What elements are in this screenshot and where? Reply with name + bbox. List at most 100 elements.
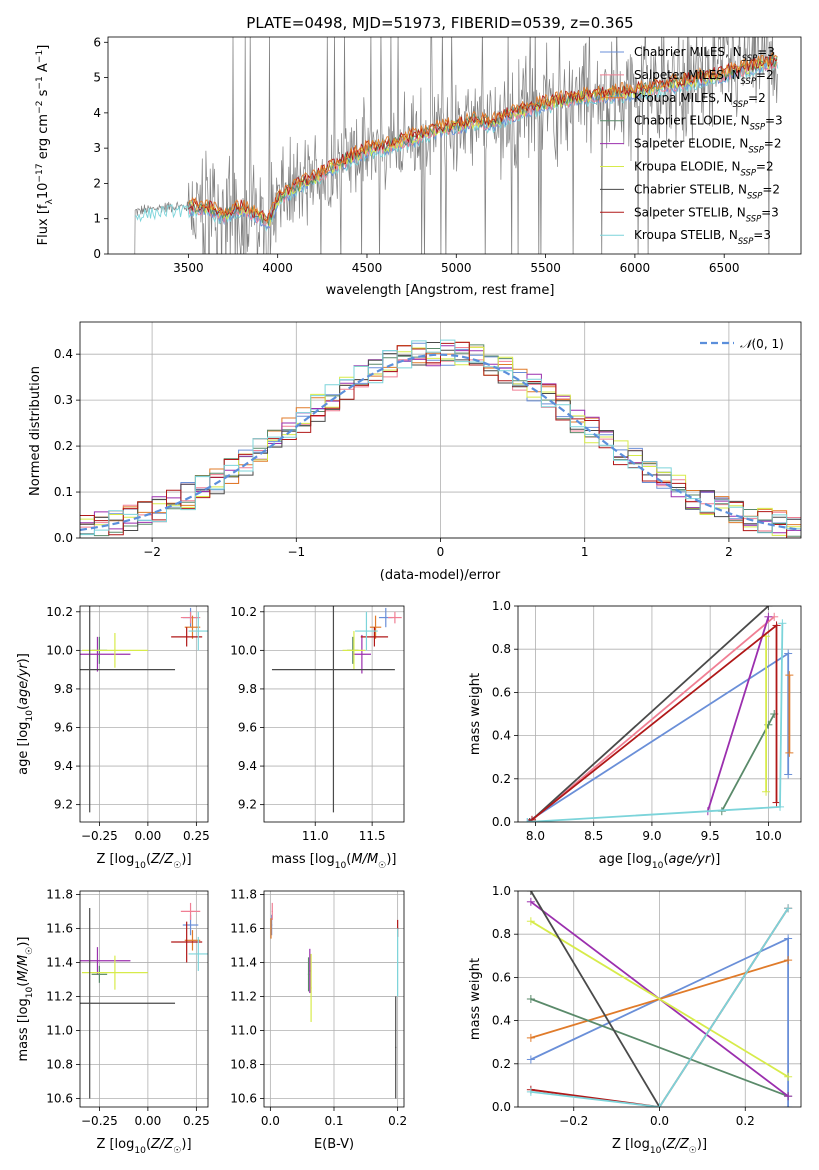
x-tick-label: 5000 bbox=[441, 261, 472, 275]
y-tick-label: 0.8 bbox=[492, 927, 511, 941]
y-tick-label: 0.0 bbox=[54, 531, 73, 545]
panel-age_vs_mass: 11.0 11.5 9.2 9.4 9.6 9.8 10.0 10.2 mass [log10(… bbox=[230, 605, 405, 871]
x-tick-label: 0.00 bbox=[135, 829, 162, 843]
y-tick-label: 9.8 bbox=[238, 682, 257, 696]
y-tick-label: 11.4 bbox=[230, 955, 257, 969]
y-tick-label: 4 bbox=[93, 106, 101, 120]
y-axis-label: mass weight bbox=[468, 958, 483, 1040]
x-tick-label: 2 bbox=[725, 545, 733, 559]
y-tick-label: 10.8 bbox=[46, 1057, 73, 1071]
x-tick-label: 0.2 bbox=[388, 1114, 407, 1128]
y-tick-label: 9.4 bbox=[238, 759, 257, 773]
x-tick-label: 1 bbox=[581, 545, 589, 559]
y-axis-label: Normed distribution bbox=[28, 366, 43, 496]
y-tick-label: 11.2 bbox=[46, 989, 73, 1003]
svg-text:Flux [fλ10−17 erg cm−2 s−1 A−1: Flux [fλ10−17 erg cm−2 s−1 A−1] bbox=[35, 45, 55, 246]
x-tick-label: 5500 bbox=[530, 261, 561, 275]
legend: Chabrier MILES, NSSP=3 Salpeter MILES, NS… bbox=[600, 45, 783, 246]
legend-label-kroupa_stelib: Kroupa STELIB, NSSP=3 bbox=[634, 228, 771, 246]
y-tick-label: 9.4 bbox=[54, 759, 73, 773]
y-tick-label: 11.8 bbox=[230, 887, 257, 901]
y-tick-label: 11.8 bbox=[46, 887, 73, 901]
y-tick-label: 9.2 bbox=[54, 798, 73, 812]
y-tick-label: 6 bbox=[93, 35, 101, 49]
y-tick-label: 11.6 bbox=[46, 921, 73, 935]
series-line-salpeter_stelib bbox=[531, 623, 778, 821]
y-tick-label: 0.0 bbox=[492, 815, 511, 829]
model-line-kroupa_miles bbox=[187, 51, 778, 224]
y-tick-label: 2 bbox=[93, 176, 101, 190]
y-tick-label: 0.8 bbox=[492, 642, 511, 656]
x-tick-label: 0.0 bbox=[261, 1114, 280, 1128]
y-tick-label: 0.1 bbox=[54, 485, 73, 499]
y-tick-label: 9.8 bbox=[54, 682, 73, 696]
y-tick-label: 0.4 bbox=[492, 1014, 511, 1028]
legend-label-kroupa_miles: Kroupa MILES, NSSP=2 bbox=[634, 91, 766, 109]
x-tick-label: 0 bbox=[437, 545, 445, 559]
series-line-chabrier_stelib bbox=[530, 891, 661, 1107]
axes-frame bbox=[107, 36, 802, 255]
x-tick-label: 9.5 bbox=[701, 829, 720, 843]
y-tick-label: 9.2 bbox=[238, 798, 257, 812]
y-tick-label: 10.8 bbox=[230, 1057, 257, 1071]
y-axis-label: Flux [fλ10−17 erg cm−2 s−1 A−1] bbox=[35, 45, 55, 246]
x-axis-label: age [log10(age/yr)] bbox=[599, 852, 721, 871]
x-tick-label: 10.0 bbox=[755, 829, 782, 843]
axes-frame bbox=[79, 321, 802, 539]
y-tick-label: 10.6 bbox=[230, 1091, 257, 1105]
series-line-chabrier_elodie bbox=[530, 998, 789, 1098]
y-tick-label: 9.6 bbox=[54, 721, 73, 735]
y-tick-label: 11.6 bbox=[230, 921, 257, 935]
y-tick-label: 11.0 bbox=[230, 1023, 257, 1037]
y-axis-label: mass weight bbox=[468, 673, 483, 755]
y-tick-label: 0.4 bbox=[54, 347, 73, 361]
panel-residuals: −2 −1 0 1 2 0.0 0.1 0.2 0.3 0.4 𝒩(0, 1) (data-model… bbox=[28, 321, 802, 583]
x-axis-label: Z [log10(Z/Z☉)] bbox=[612, 1137, 707, 1156]
y-tick-label: 1 bbox=[93, 212, 101, 226]
series-line-chabrier_stelib bbox=[528, 606, 770, 822]
x-tick-label: −0.25 bbox=[81, 1114, 118, 1128]
plot-area bbox=[134, 37, 779, 254]
legend-label-chabrier_elodie: Chabrier ELODIE, NSSP=3 bbox=[634, 114, 783, 132]
gaussian-curve bbox=[80, 353, 801, 531]
panel-weight_vs_age: 8.0 8.5 9.0 9.5 10.0 0.0 0.2 0.4 0.6 0.8 1.0 age [l… bbox=[468, 599, 802, 871]
y-tick-label: 1.0 bbox=[492, 884, 511, 898]
grid-lines bbox=[80, 891, 208, 1107]
y-tick-label: 10.0 bbox=[46, 643, 73, 657]
x-tick-label: 11.0 bbox=[302, 829, 329, 843]
axes-frame bbox=[79, 605, 209, 823]
panel-mass_vs_ebv: 0.0 0.1 0.2 10.6 10.8 11.0 11.2 11.4 11.6 11.8 E(B… bbox=[230, 887, 407, 1152]
legend-label-salpeter_stelib: Salpeter STELIB, NSSP=3 bbox=[634, 205, 779, 223]
plot-area bbox=[80, 339, 801, 538]
plot-area bbox=[271, 606, 402, 813]
hist-salpeter_stelib bbox=[80, 341, 801, 538]
grid-lines bbox=[264, 891, 404, 1107]
axes-frame bbox=[517, 605, 802, 823]
x-axis-label: Z [log10(Z/Z☉)] bbox=[96, 852, 191, 871]
x-tick-label: −2 bbox=[143, 545, 161, 559]
y-tick-label: 11.2 bbox=[230, 989, 257, 1003]
series-line-kroupa_stelib bbox=[530, 907, 789, 1107]
y-tick-label: 3 bbox=[93, 141, 101, 155]
y-tick-label: 10.6 bbox=[46, 1091, 73, 1105]
legend-label-chabrier_miles: Chabrier MILES, NSSP=3 bbox=[634, 45, 775, 63]
x-axis-label: wavelength [Angstrom, rest frame] bbox=[326, 283, 555, 298]
y-tick-label: 9.6 bbox=[238, 721, 257, 735]
x-tick-label: 0.1 bbox=[324, 1114, 343, 1128]
legend-label-chabrier_stelib: Chabrier STELIB, NSSP=2 bbox=[634, 182, 780, 200]
x-tick-label: 11.5 bbox=[359, 829, 386, 843]
y-tick-label: 0.2 bbox=[54, 439, 73, 453]
x-tick-label: 0.0 bbox=[650, 1114, 669, 1128]
x-tick-label: 0.00 bbox=[135, 1114, 162, 1128]
x-tick-label: 4000 bbox=[262, 261, 293, 275]
y-tick-label: 10.2 bbox=[46, 605, 73, 619]
y-tick-label: 0 bbox=[93, 247, 101, 261]
series-line-salpeter_elodie bbox=[706, 616, 770, 812]
legend-label-kroupa_elodie: Kroupa ELODIE, NSSP=2 bbox=[634, 160, 774, 178]
plot-area bbox=[270, 902, 399, 1099]
x-tick-label: 0.25 bbox=[183, 829, 210, 843]
x-tick-label: −0.2 bbox=[559, 1114, 588, 1128]
y-axis-label: age [log10(age/yr)] bbox=[16, 653, 35, 775]
series-line-salpeter_miles bbox=[529, 616, 775, 822]
